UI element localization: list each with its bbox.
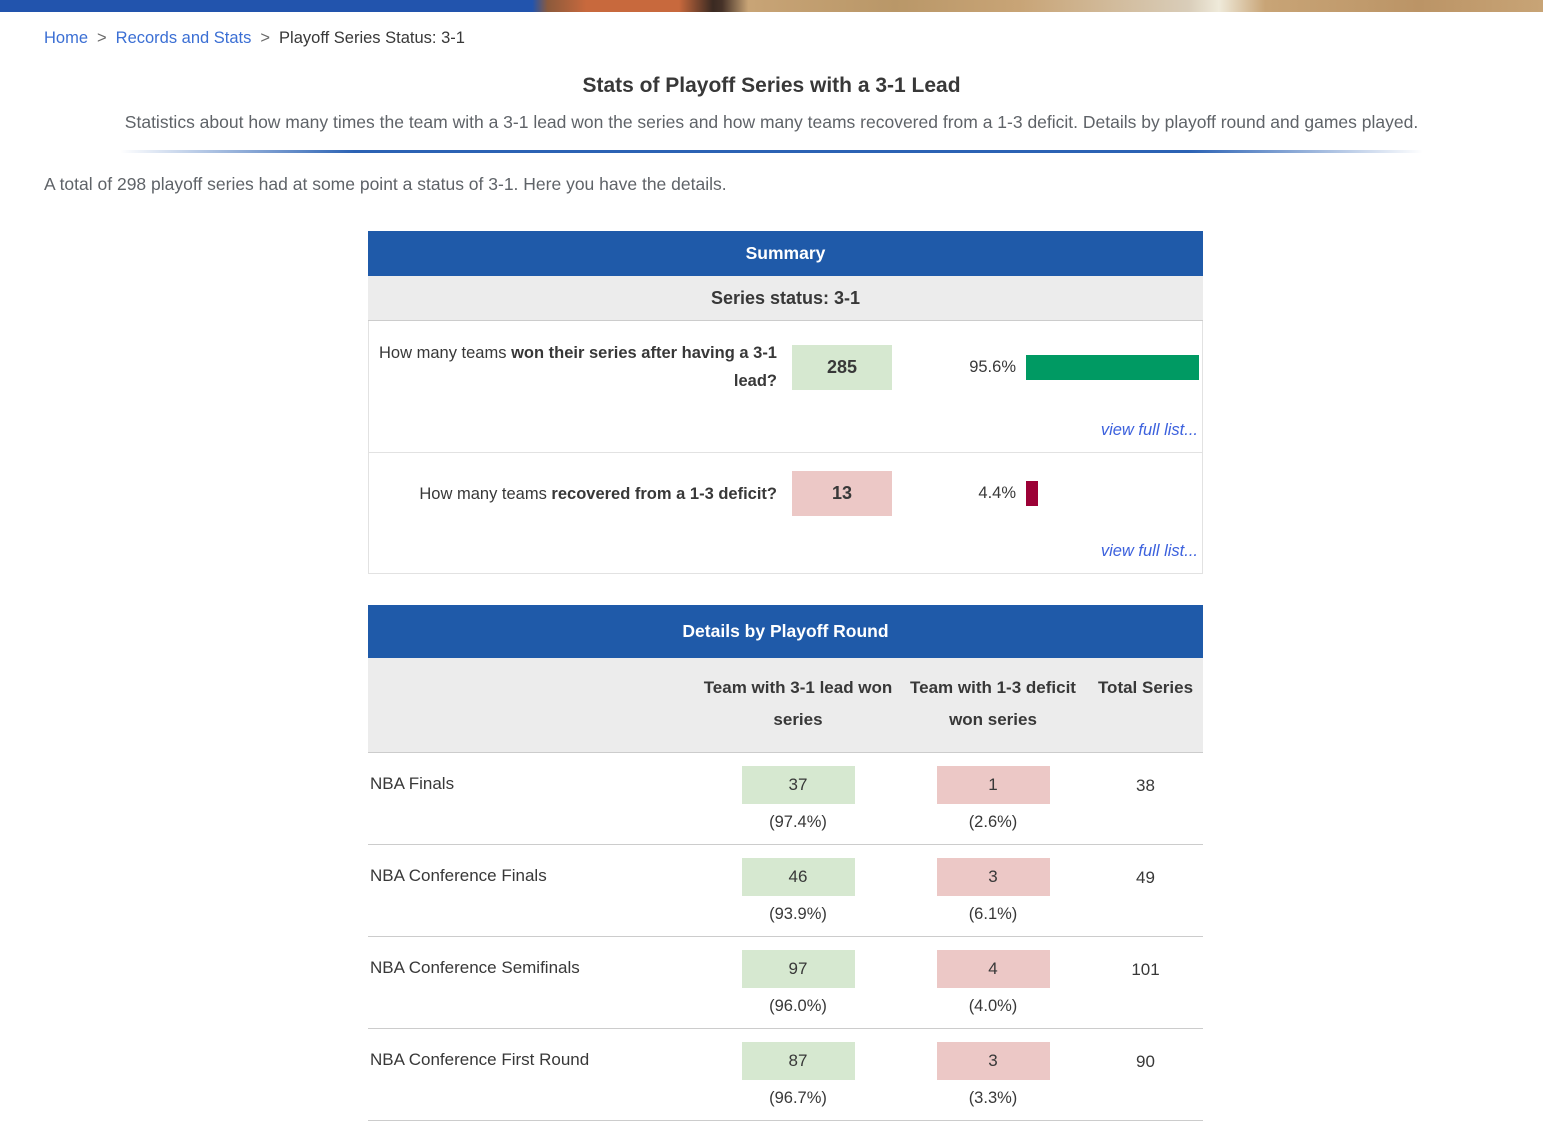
details-by-round-table: Details by Playoff Round Team with 3-1 l… [368, 605, 1203, 1121]
details-column-headers: Team with 3-1 lead won series Team with … [368, 658, 1203, 753]
summary-question: How many teams recovered from a 1-3 defi… [369, 480, 792, 508]
lead-won-cell: 37 (97.4%) [698, 766, 898, 834]
total-series-value: 49 [1136, 868, 1155, 887]
total-series-value: 90 [1136, 1052, 1155, 1071]
page-title: Stats of Playoff Series with a 3-1 Lead [582, 74, 961, 97]
deficit-won-count-box: 4 [936, 950, 1050, 988]
view-list-line: view full list... [369, 395, 1202, 452]
total-series-value: 38 [1136, 776, 1155, 795]
summary-question-bold: won their series after having a 3-1 lead… [511, 344, 777, 390]
breadcrumb: Home > Records and Stats > Playoff Serie… [0, 12, 1543, 48]
summary-table: Summary Series status: 3-1 How many team… [368, 231, 1203, 574]
deficit-won-cell: 4 (4.0%) [898, 950, 1088, 1018]
breadcrumb-current-page: Playoff Series Status: 3-1 [279, 29, 465, 47]
summary-row-recovered: How many teams recovered from a 1-3 defi… [369, 453, 1202, 574]
intro-text: A total of 298 playoff series had at som… [44, 174, 727, 194]
recovered-percent-label: 4.4% [978, 484, 1016, 502]
recovered-percent-bar [1026, 481, 1038, 506]
total-series-value: 101 [1131, 960, 1160, 979]
table-row-conference-first-round: NBA Conference First Round 87 (96.7%) 3 … [368, 1029, 1203, 1121]
lead-won-count-box: 97 [741, 950, 855, 988]
table-row-nba-finals: NBA Finals 37 (97.4%) 1 (2.6%) 38 [368, 753, 1203, 845]
summary-question-prefix: How many teams [379, 344, 512, 362]
breadcrumb-separator: > [97, 29, 107, 47]
view-full-list-link-won[interactable]: view full list... [1100, 421, 1198, 439]
deficit-won-percent: (4.0%) [968, 997, 1018, 1015]
lead-won-cell: 97 (96.0%) [698, 950, 898, 1018]
column-header-round [368, 672, 698, 736]
summary-question-prefix: How many teams [419, 484, 552, 503]
deficit-won-count-box: 3 [936, 1042, 1050, 1080]
won-series-count-box: 285 [792, 344, 892, 390]
hero-banner-strip [0, 0, 1543, 12]
deficit-won-count-box: 3 [936, 858, 1050, 896]
round-name: NBA Conference Semifinals [370, 958, 580, 977]
round-name: NBA Conference Finals [370, 866, 547, 885]
deficit-won-cell: 3 (6.1%) [898, 858, 1088, 926]
lead-won-percent: (96.0%) [769, 997, 827, 1015]
deficit-won-cell: 3 (3.3%) [898, 1042, 1088, 1110]
column-header-total: Total Series [1097, 678, 1194, 697]
round-name: NBA Finals [370, 774, 455, 793]
lead-won-count-box: 46 [741, 858, 855, 896]
breadcrumb-separator: > [260, 29, 271, 47]
view-full-list-link-recovered[interactable]: view full list... [1100, 542, 1198, 560]
deficit-won-count-box: 1 [936, 766, 1050, 804]
summary-row-won-series: How many teams won their series after ha… [369, 321, 1202, 453]
lead-won-percent: (93.9%) [769, 905, 827, 923]
column-header-lead-won: Team with 3-1 lead won series [703, 678, 893, 729]
table-row-conference-semifinals: NBA Conference Semifinals 97 (96.0%) 4 (… [368, 937, 1203, 1029]
summary-table-header: Summary [368, 231, 1203, 276]
details-table-header: Details by Playoff Round [368, 605, 1203, 658]
recovered-percent-cell: 4.4% [907, 481, 1202, 506]
summary-table-body: How many teams won their series after ha… [368, 321, 1203, 574]
lead-won-count-box: 87 [741, 1042, 855, 1080]
won-series-percent-cell: 95.6% [907, 354, 1202, 380]
won-series-percent-label: 95.6% [969, 357, 1016, 376]
deficit-won-cell: 1 (2.6%) [898, 766, 1088, 834]
recovered-count-box: 13 [792, 471, 892, 516]
column-header-deficit-won: Team with 1-3 deficit won series [910, 678, 1076, 729]
deficit-won-percent: (2.6%) [968, 813, 1018, 831]
view-list-line: view full list... [369, 516, 1202, 573]
summary-question-bold: recovered from a 1-3 deficit? [551, 484, 777, 503]
round-name: NBA Conference First Round [370, 1050, 590, 1069]
breadcrumb-records-link[interactable]: Records and Stats [115, 29, 252, 47]
table-row-conference-finals: NBA Conference Finals 46 (93.9%) 3 (6.1%… [368, 845, 1203, 937]
won-series-percent-bar [1026, 354, 1200, 380]
series-status-subheader: Series status: 3-1 [368, 276, 1203, 321]
summary-question: How many teams won their series after ha… [369, 339, 792, 395]
lead-won-cell: 46 (93.9%) [698, 858, 898, 926]
deficit-won-percent: (6.1%) [968, 905, 1018, 923]
breadcrumb-home-link[interactable]: Home [44, 29, 89, 47]
section-divider [120, 150, 1423, 153]
lead-won-cell: 87 (96.7%) [698, 1042, 898, 1110]
page-subtitle: Statistics about how many times the team… [124, 112, 1419, 132]
lead-won-percent: (97.4%) [769, 813, 827, 831]
lead-won-count-box: 37 [741, 766, 855, 804]
